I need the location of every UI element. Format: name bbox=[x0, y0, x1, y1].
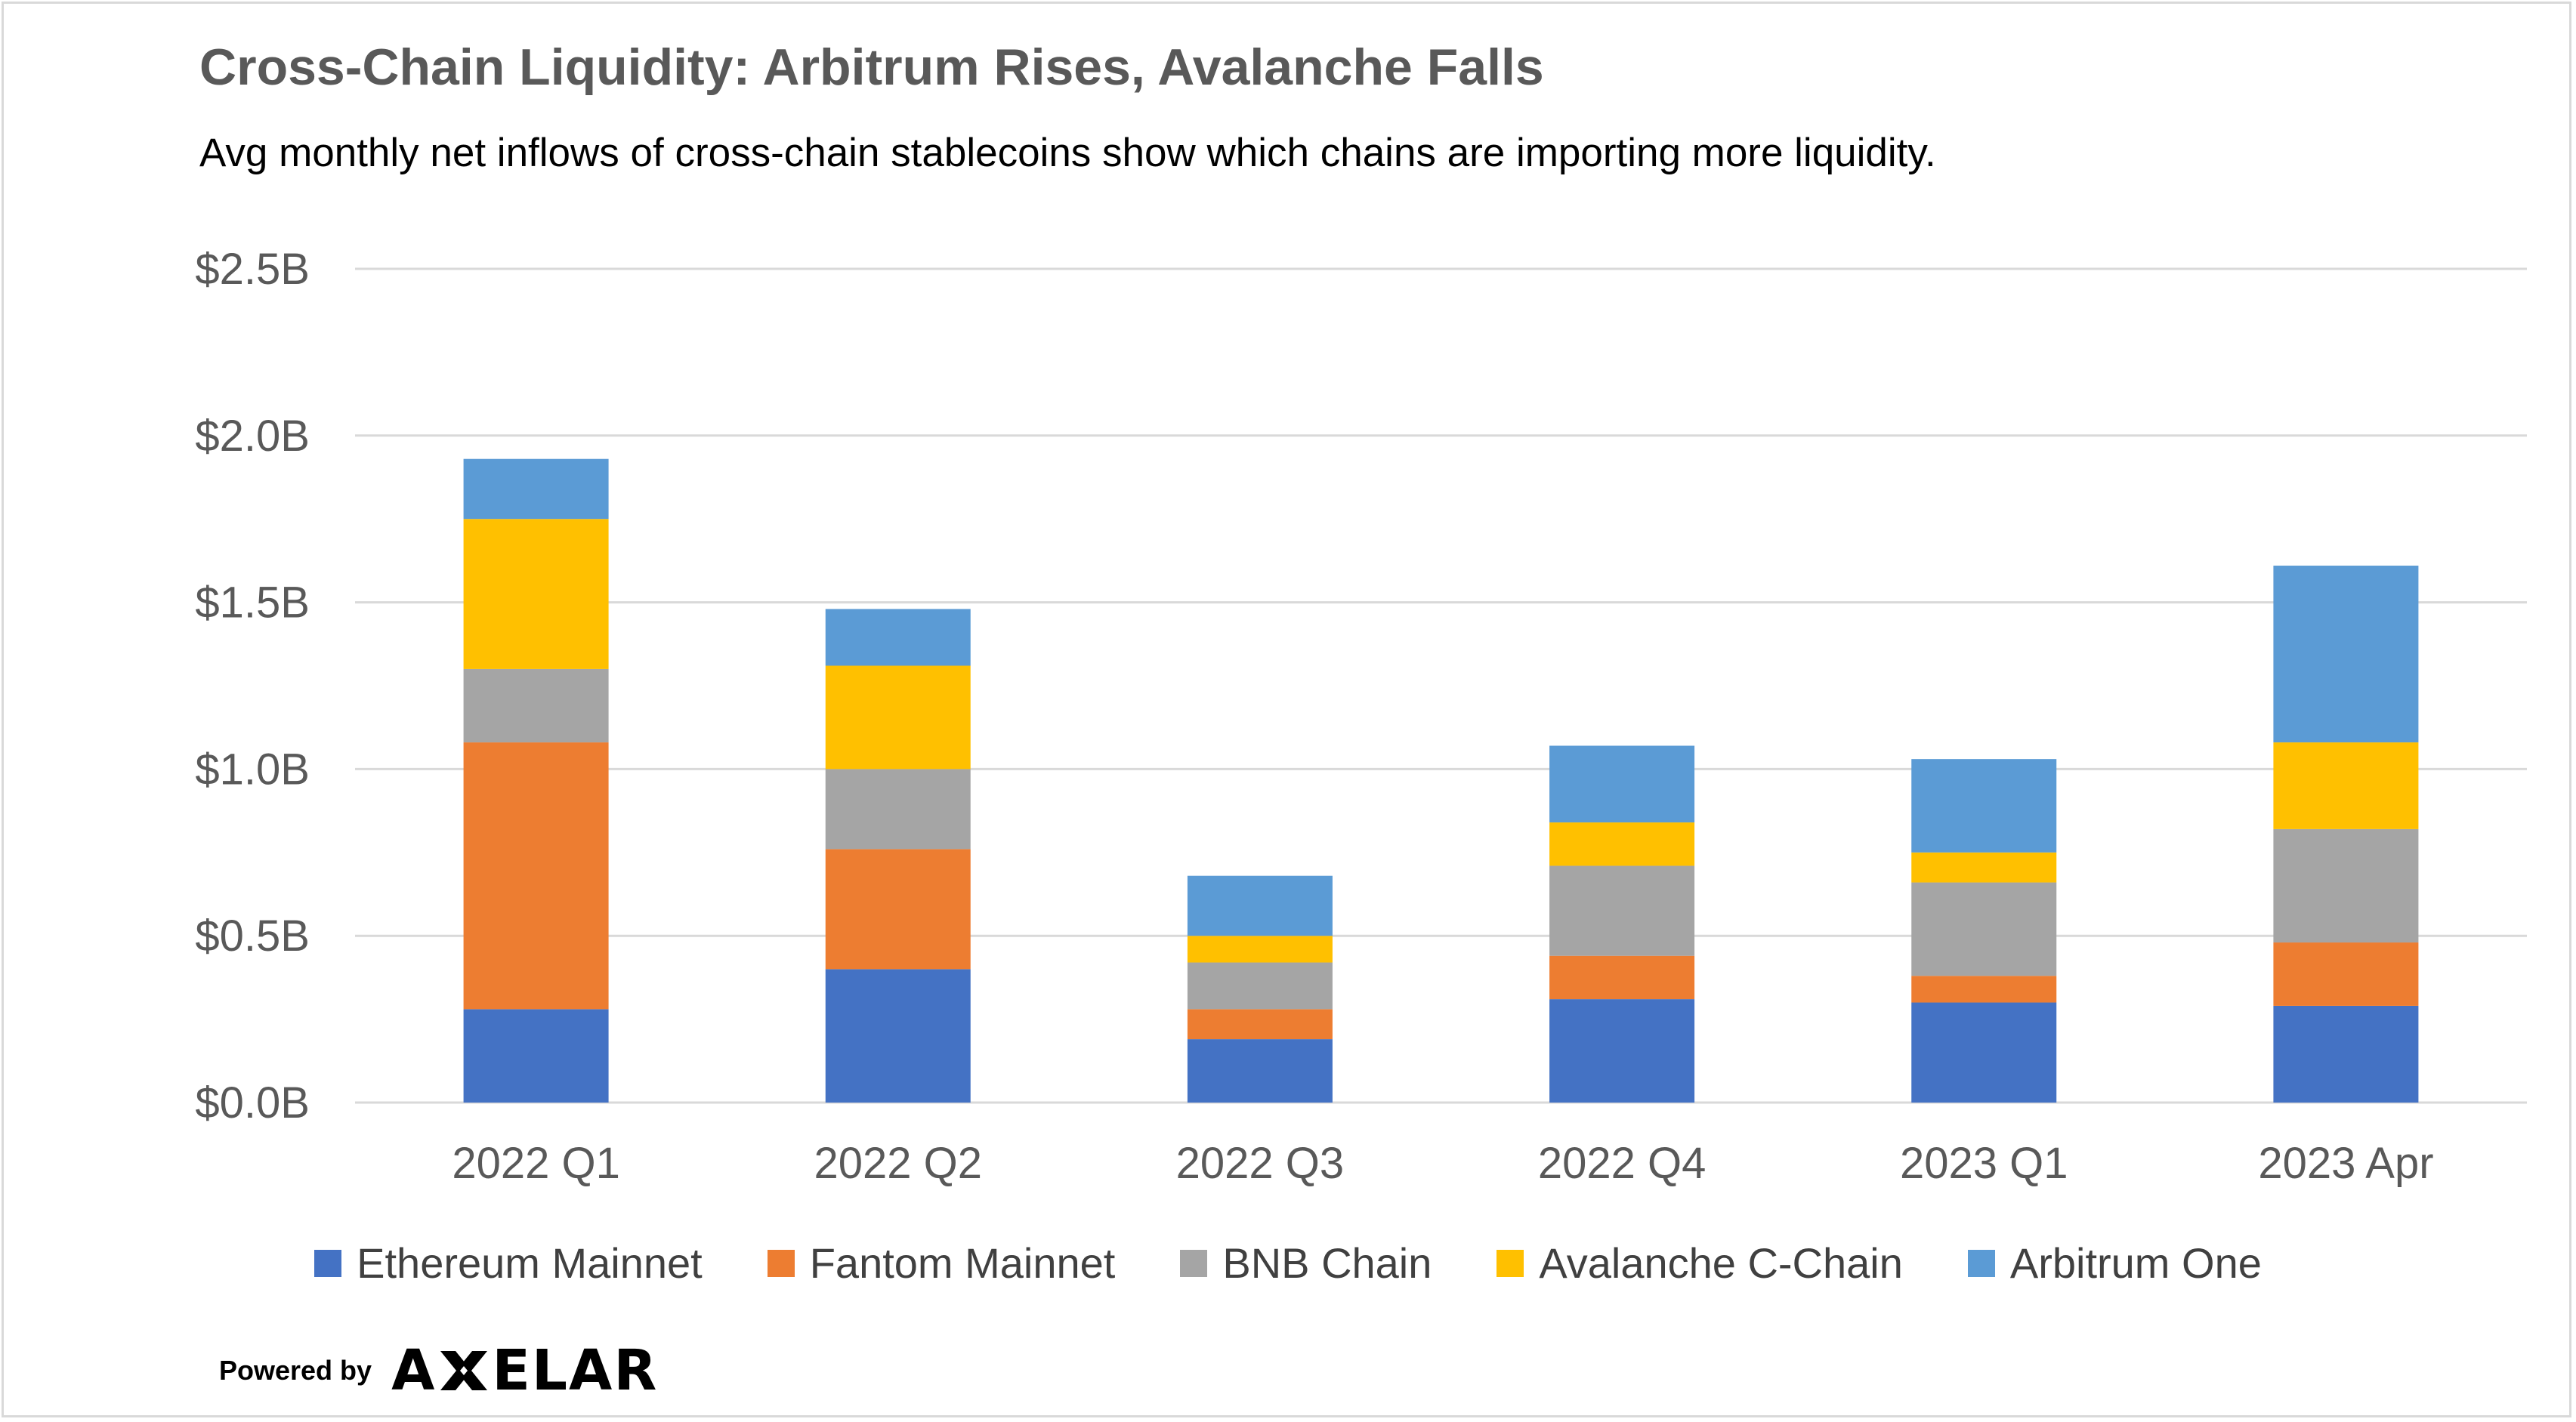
bar-segment bbox=[463, 742, 609, 1010]
bar-segment bbox=[1187, 875, 1333, 936]
legend-label: BNB Chain bbox=[1222, 1239, 1432, 1287]
bar-segment bbox=[1911, 759, 2057, 853]
powered-by-footer: Powered by A ELAR bbox=[219, 1338, 658, 1403]
bar-segment bbox=[2273, 1005, 2419, 1103]
legend-item: Arbitrum One bbox=[1967, 1238, 2262, 1288]
x-tick-label: 2023 Q1 bbox=[1900, 1139, 2068, 1188]
legend-swatch bbox=[314, 1249, 342, 1277]
bar-segment bbox=[463, 519, 609, 669]
legend-label: Avalanche C-Chain bbox=[1539, 1239, 1903, 1287]
y-tick-label: $2.5B bbox=[195, 245, 310, 294]
bar-segment bbox=[1911, 1002, 2057, 1103]
y-tick-label: $0.0B bbox=[195, 1078, 310, 1127]
y-tick-label: $2.0B bbox=[195, 412, 310, 461]
bar-segment bbox=[1549, 865, 1695, 956]
bar-segment bbox=[1187, 1039, 1333, 1103]
legend-item: Ethereum Mainnet bbox=[314, 1238, 703, 1288]
powered-by-label: Powered by bbox=[219, 1355, 372, 1386]
chart-title: Cross-Chain Liquidity: Arbitrum Rises, A… bbox=[199, 39, 1544, 96]
bar-segment bbox=[825, 665, 971, 770]
legend-swatch bbox=[1180, 1249, 1208, 1277]
bar-segment bbox=[1911, 976, 2057, 1003]
bar-segment bbox=[463, 668, 609, 743]
legend-item: Fantom Mainnet bbox=[767, 1238, 1116, 1288]
y-tick-label: $1.0B bbox=[195, 745, 310, 794]
bar-segment bbox=[1549, 745, 1695, 823]
bar-segment bbox=[1187, 1009, 1333, 1040]
bar-segment bbox=[2273, 942, 2419, 1006]
bar-segment bbox=[1911, 882, 2057, 976]
bar-segment bbox=[825, 849, 971, 970]
legend-item: BNB Chain bbox=[1180, 1238, 1432, 1288]
x-tick-label: 2023 Apr bbox=[2258, 1139, 2433, 1188]
bar-segment bbox=[1187, 936, 1333, 963]
axelar-logo: A ELAR bbox=[391, 1338, 659, 1403]
bar-segment bbox=[1187, 962, 1333, 1010]
legend-swatch bbox=[1496, 1249, 1524, 1277]
bar-segment bbox=[2273, 566, 2419, 743]
x-tick-label: 2022 Q1 bbox=[452, 1139, 620, 1188]
legend-swatch bbox=[1967, 1249, 1995, 1277]
legend-label: Fantom Mainnet bbox=[809, 1239, 1116, 1287]
bar-segment bbox=[463, 458, 609, 520]
legend-label: Ethereum Mainnet bbox=[357, 1239, 703, 1287]
axelar-x-icon bbox=[440, 1351, 488, 1390]
bar-segment bbox=[1911, 852, 2057, 883]
stacked-bar-chart: $0.0B $0.5B $1.0B $1.5B $2.0B $2.5B 2022 Q1 202… bbox=[195, 245, 2527, 1188]
legend-label: Arbitrum One bbox=[2009, 1239, 2262, 1287]
bar-segment bbox=[463, 1009, 609, 1103]
bar-segment bbox=[825, 969, 971, 1103]
x-tick-label: 2022 Q2 bbox=[814, 1139, 982, 1188]
bar-segment bbox=[1549, 999, 1695, 1103]
x-tick-label: 2022 Q4 bbox=[1538, 1139, 1707, 1188]
bar-segment bbox=[1549, 955, 1695, 1000]
y-tick-label: $0.5B bbox=[195, 911, 310, 961]
legend-item: Avalanche C-Chain bbox=[1496, 1238, 1903, 1288]
y-tick-label: $1.5B bbox=[195, 578, 310, 628]
legend-swatch bbox=[767, 1249, 795, 1277]
bar-segment bbox=[2273, 742, 2419, 829]
bar-segment bbox=[825, 769, 971, 850]
bar-segment bbox=[1549, 822, 1695, 866]
chart-legend: Ethereum Mainnet Fantom Mainnet BNB Chain A… bbox=[0, 1238, 2576, 1288]
chart-subtitle: Avg monthly net inflows of cross-chain s… bbox=[199, 131, 1936, 175]
bar-segment bbox=[825, 609, 971, 666]
x-tick-label: 2022 Q3 bbox=[1176, 1139, 1345, 1188]
bar-segment bbox=[2273, 828, 2419, 943]
